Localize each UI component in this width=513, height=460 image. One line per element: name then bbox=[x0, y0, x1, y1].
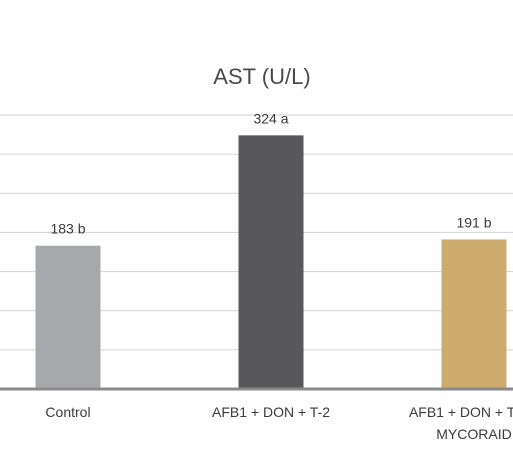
chart-title: AST (U/L) bbox=[213, 64, 310, 89]
value-label: 324 a bbox=[253, 110, 288, 126]
x-tick-label: AFB1 + DON + T-2 bbox=[212, 404, 330, 420]
x-tick-label: AFB1 + DON + T-2 + bbox=[409, 404, 513, 420]
bar bbox=[238, 135, 304, 389]
bar bbox=[35, 245, 101, 389]
value-label: 183 b bbox=[50, 221, 85, 237]
bar bbox=[441, 239, 507, 389]
x-tick-label: MYCORAID bbox=[436, 426, 511, 442]
x-tick-label: Control bbox=[45, 404, 90, 420]
value-label: 191 b bbox=[456, 214, 491, 230]
